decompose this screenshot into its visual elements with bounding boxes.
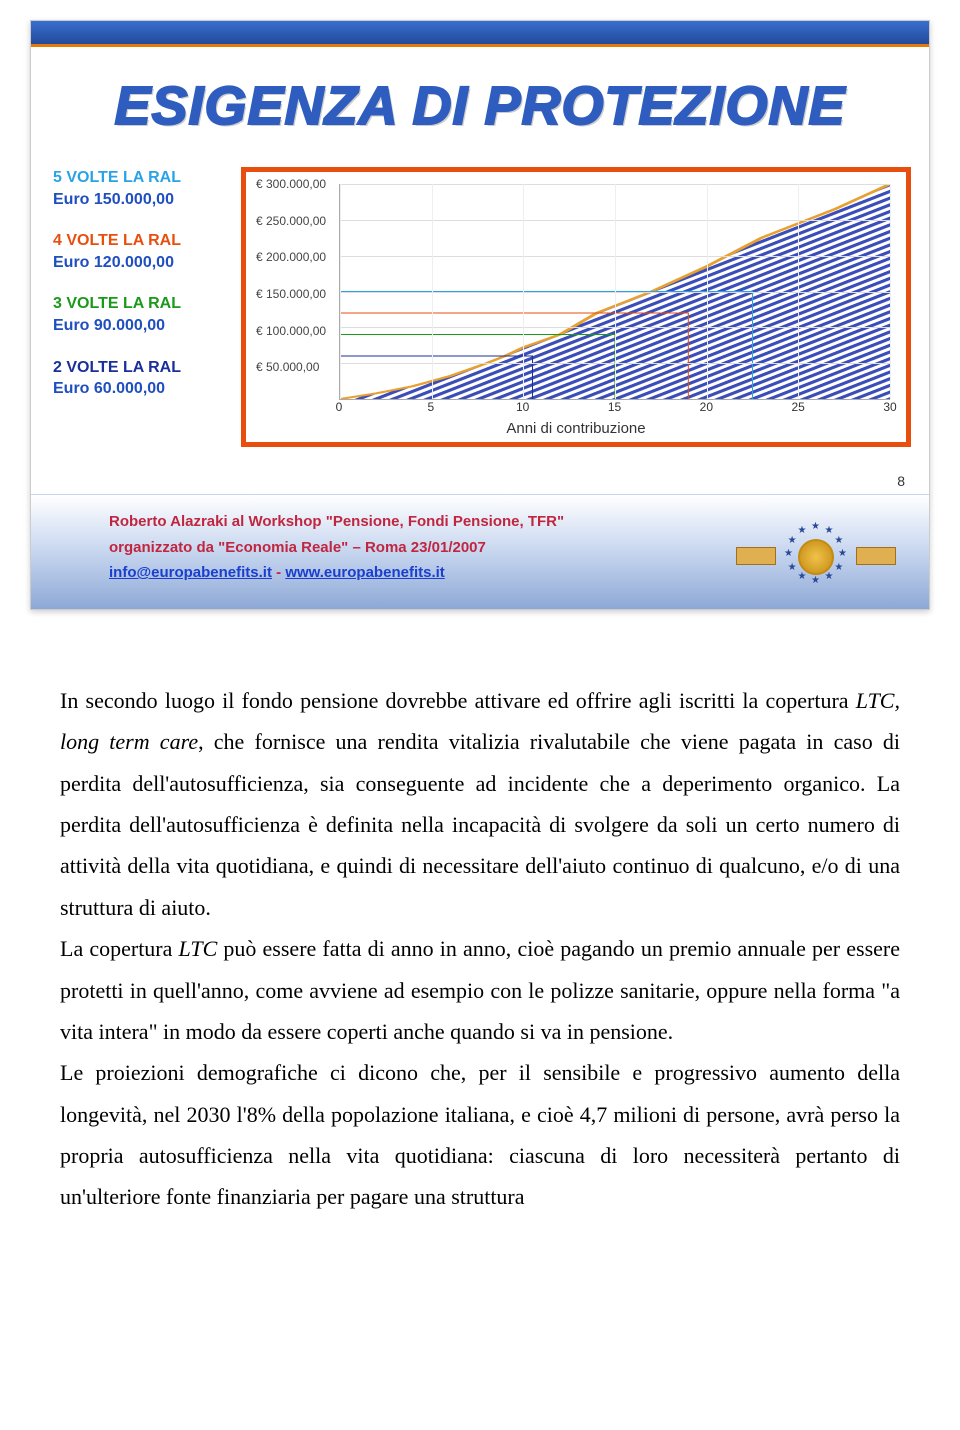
star-icon: ★ <box>825 525 834 536</box>
document-body-text: In secondo luogo il fondo pensione dovre… <box>60 680 900 1218</box>
chart-frame: € 50.000,00 € 100.000,00 € 150.000,00 € 200… <box>241 167 911 447</box>
star-icon: ★ <box>788 535 797 546</box>
legend-label: 4 VOLTE LA RAL <box>53 230 241 252</box>
legend-item: 2 VOLTE LA RALEuro 60.000,00 <box>53 357 241 400</box>
chart-gridline-v <box>432 184 433 399</box>
chart-gridline-v <box>890 184 891 399</box>
chart-gridline-v <box>707 184 708 399</box>
legend-label: 2 VOLTE LA RAL <box>53 357 241 379</box>
chart-xlabel: 15 <box>608 400 621 414</box>
star-icon: ★ <box>784 548 793 559</box>
legend-label: 3 VOLTE LA RAL <box>53 293 241 315</box>
logo-left-tag <box>736 547 776 565</box>
chart-ylabel: € 150.000,00 <box>256 287 326 301</box>
footer-line2: organizzato da "Economia Reale" – Roma 2… <box>109 535 564 561</box>
chart-gridline-v <box>798 184 799 399</box>
slide-content-row: 5 VOLTE LA RALEuro 150.000,00 4 VOLTE LA … <box>31 167 929 447</box>
star-icon: ★ <box>834 562 843 573</box>
footer-site-link[interactable]: www.europabenefits.it <box>285 564 444 581</box>
chart-xaxis-title: Anni di contribuzione <box>254 420 898 437</box>
chart-area: € 50.000,00 € 100.000,00 € 150.000,00 € 200… <box>254 180 898 400</box>
legend-item: 4 VOLTE LA RALEuro 120.000,00 <box>53 230 241 273</box>
logo-right-tag <box>856 547 896 565</box>
chart-gridline-v <box>615 184 616 399</box>
page-number: 8 <box>897 473 905 489</box>
chart-xlabel: 25 <box>791 400 804 414</box>
legend-value: Euro 150.000,00 <box>53 189 241 211</box>
star-icon: ★ <box>788 562 797 573</box>
chart-ylabel: € 250.000,00 <box>256 214 326 228</box>
footer-line1: Roberto Alazraki al Workshop "Pensione, … <box>109 509 564 535</box>
footer-email-link[interactable]: info@europabenefits.it <box>109 564 272 581</box>
chart-gridline-v <box>340 184 341 399</box>
legend-value: Euro 60.000,00 <box>53 378 241 400</box>
chart-xlabel: 10 <box>516 400 529 414</box>
chart-ylabel: € 300.000,00 <box>256 177 326 191</box>
slide-footer: Roberto Alazraki al Workshop "Pensione, … <box>31 494 929 609</box>
footer-text: Roberto Alazraki al Workshop "Pensione, … <box>109 509 564 586</box>
legend-item: 5 VOLTE LA RALEuro 150.000,00 <box>53 167 241 210</box>
chart-plot <box>339 184 890 400</box>
footer-link-sep: - <box>276 564 285 581</box>
legend-column: 5 VOLTE LA RALEuro 150.000,00 4 VOLTE LA … <box>53 167 241 447</box>
slide-top-bar <box>31 21 929 47</box>
slide-card: ESIGENZA DI PROTEZIONE 5 VOLTE LA RALEur… <box>30 20 930 610</box>
gold-medallion-icon <box>798 539 834 575</box>
legend-label: 5 VOLTE LA RAL <box>53 167 241 189</box>
chart-xlabel: 5 <box>427 400 434 414</box>
star-icon: ★ <box>811 521 820 532</box>
chart-gridline-v <box>523 184 524 399</box>
chart-xlabel: 0 <box>336 400 343 414</box>
chart-ylabel: € 200.000,00 <box>256 250 326 264</box>
star-icon: ★ <box>798 571 807 582</box>
legend-item: 3 VOLTE LA RALEuro 90.000,00 <box>53 293 241 336</box>
star-icon: ★ <box>811 575 820 586</box>
chart-xlabel: 20 <box>700 400 713 414</box>
legend-value: Euro 90.000,00 <box>53 315 241 337</box>
body-p1: In secondo luogo il fondo pensione dovre… <box>60 680 900 928</box>
chart-ylabel: € 50.000,00 <box>256 360 319 374</box>
legend-value: Euro 120.000,00 <box>53 252 241 274</box>
star-icon: ★ <box>825 571 834 582</box>
footer-links: info@europabenefits.it - www.europabenef… <box>109 560 564 586</box>
body-p2: La copertura LTC può essere fatta di ann… <box>60 928 900 1052</box>
star-icon: ★ <box>834 535 843 546</box>
body-p3: Le proiezioni demografiche ci dicono che… <box>60 1052 900 1217</box>
star-icon: ★ <box>798 525 807 536</box>
star-icon: ★ <box>838 548 847 559</box>
footer-logo: ★★★★★★★★★★★★ <box>741 525 891 580</box>
slide-title: ESIGENZA DI PROTEZIONE <box>31 75 929 137</box>
chart-ylabel: € 100.000,00 <box>256 324 326 338</box>
chart-xlabel: 30 <box>883 400 896 414</box>
chart-xlabels: 051015202530 <box>339 400 890 418</box>
